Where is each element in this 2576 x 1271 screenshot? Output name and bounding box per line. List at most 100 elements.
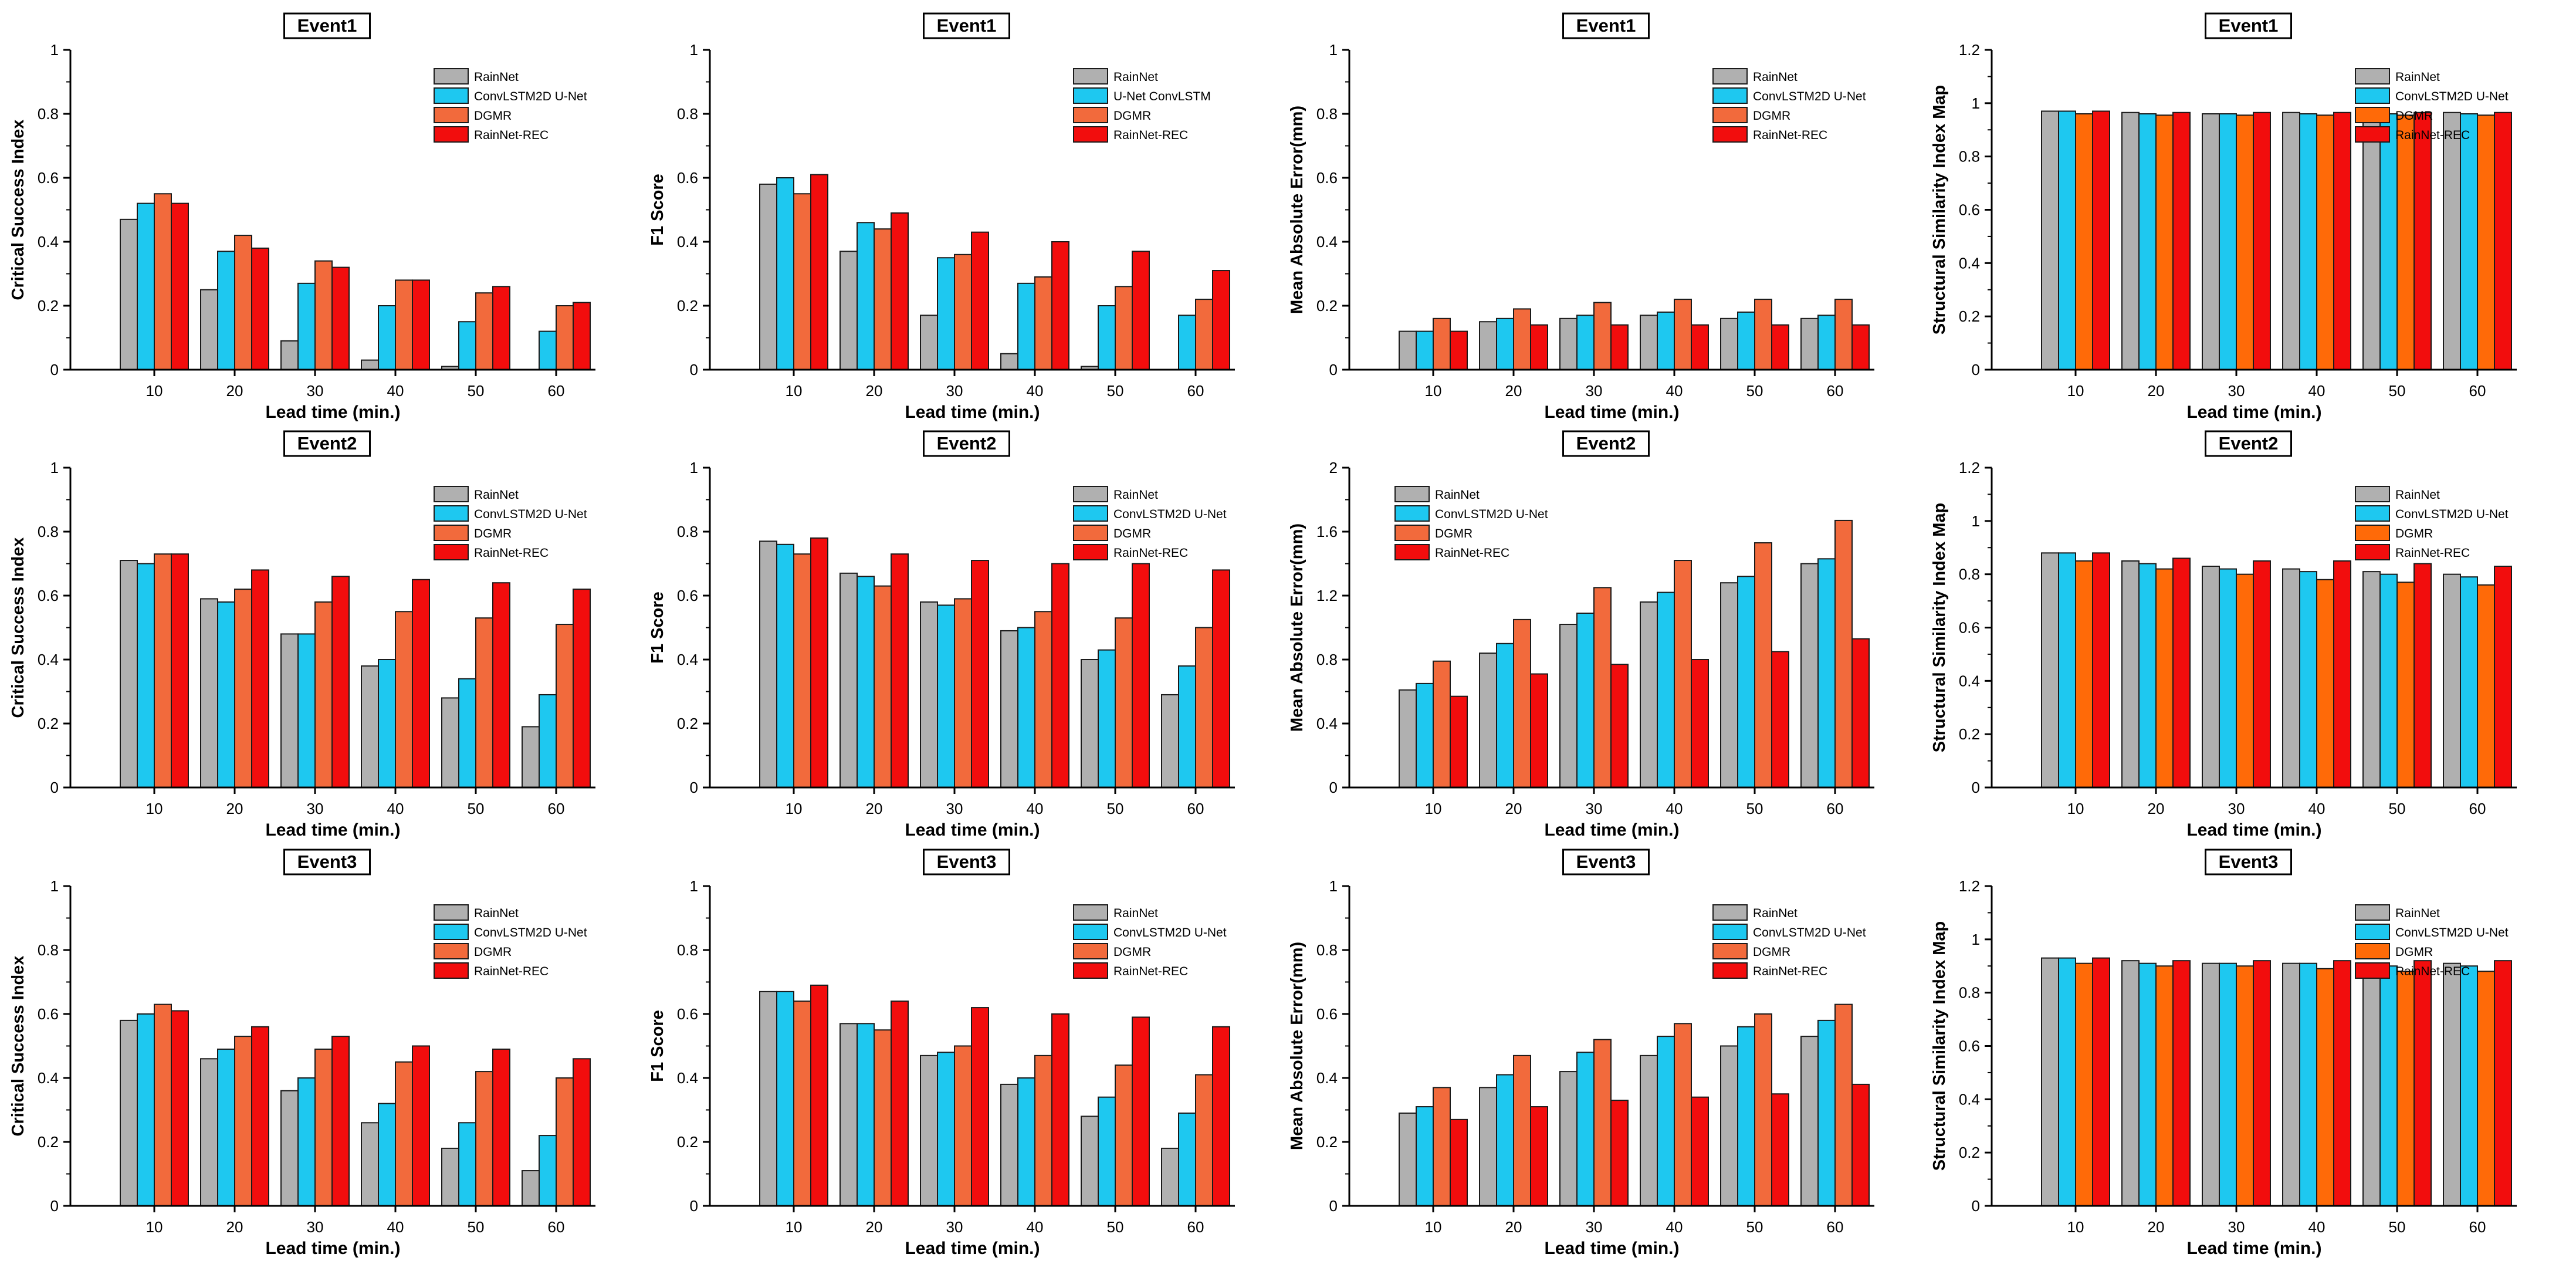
bar-rainnet-rec-10 <box>1450 695 1468 789</box>
legend-swatch <box>1073 68 1108 84</box>
x-tick-label: 30 <box>946 800 963 817</box>
bar-convlstm2d-u-net-40 <box>1657 591 1675 788</box>
bar-dgmr-40 <box>1034 1054 1052 1206</box>
x-tick-label: 60 <box>1187 382 1204 400</box>
chart-panel-3: Event1 0 0.2 0.4 0.6 0.8 1 10 20 30 40 50 60 Lead tim… <box>1288 12 1874 422</box>
bar-rainnet-20 <box>1479 321 1497 370</box>
x-tick-label: 20 <box>866 800 883 817</box>
bar-rainnet-rec-20 <box>251 247 269 370</box>
legend-swatch <box>2355 943 2390 959</box>
bar-rainnet-50 <box>2362 571 2381 788</box>
bar-rainnet-60 <box>1161 1147 1179 1207</box>
legend-label: RainNet-REC <box>1113 129 1188 142</box>
x-tick-label: 30 <box>2228 1218 2245 1236</box>
bar-dgmr-30 <box>314 260 333 371</box>
bar-convlstm2d-u-net-20 <box>1496 643 1514 788</box>
bar-rainnet-40 <box>2282 568 2300 788</box>
bar-rainnet-rec-30 <box>331 266 350 370</box>
bar-rainnet-rec-60 <box>2494 566 2512 789</box>
x-tick-label: 40 <box>387 382 404 400</box>
y-axis-label: Critical Success Index <box>9 956 28 1137</box>
bar-dgmr-30 <box>2236 573 2254 789</box>
bar-rainnet-10 <box>2041 957 2059 1206</box>
y-tick-label: 0.8 <box>677 523 698 540</box>
bar-rainnet-rec-50 <box>1132 251 1150 370</box>
bar-convlstm2d-u-net-30 <box>2219 113 2237 370</box>
bar-convlstm2d-u-net-30 <box>2219 568 2237 788</box>
x-tick-label: 40 <box>1027 1218 1044 1236</box>
chart-panel-8: Event2 0 0.2 0.4 0.6 0.8 1 1.2 10 20 30 40 50 60 Lead … <box>1930 430 2517 840</box>
bar-rainnet-rec-50 <box>2413 111 2432 371</box>
x-tick-label: 10 <box>146 382 163 400</box>
bar-rainnet-50 <box>1720 317 1738 370</box>
bar-dgmr-40 <box>1674 560 1692 788</box>
y-tick-label: 1 <box>50 877 59 895</box>
bar-dgmr-40 <box>1674 299 1692 371</box>
bar-dgmr-10 <box>1433 317 1451 370</box>
bar-rainnet-50 <box>441 1147 459 1207</box>
x-tick-label: 50 <box>1107 1218 1124 1236</box>
legend-label: ConvLSTM2D U-Net <box>474 926 587 939</box>
bar-convlstm2d-u-net-50 <box>1737 1026 1755 1207</box>
legend-swatch <box>1073 126 1108 143</box>
bar-rainnet-10 <box>1399 330 1417 370</box>
bar-convlstm2d-u-net-60 <box>539 1135 557 1206</box>
y-tick-label: 1.6 <box>1316 523 1338 540</box>
bar-rainnet-10 <box>759 183 777 370</box>
x-axis-label: Lead time (min.) <box>265 820 400 840</box>
bar-convlstm2d-u-net-60 <box>1817 558 1836 788</box>
y-tick-label: 0.8 <box>1959 984 1980 1002</box>
bar-dgmr-20 <box>874 228 892 371</box>
bar-convlstm2d-u-net-50 <box>1098 649 1116 789</box>
bar-convlstm2d-u-net-20 <box>857 576 875 788</box>
bar-dgmr-40 <box>395 1061 413 1206</box>
bar-convlstm2d-u-net-40 <box>2299 962 2317 1207</box>
legend-swatch <box>2355 486 2390 502</box>
x-tick-label: 40 <box>1027 382 1044 400</box>
y-tick-label: 0.6 <box>1959 1037 1980 1055</box>
bar-dgmr-60 <box>1195 1074 1213 1207</box>
bar-dgmr-50 <box>1754 542 1772 788</box>
bar-rainnet-rec-20 <box>2172 960 2191 1206</box>
bar-convlstm2d-u-net-40 <box>2299 571 2317 788</box>
bar-rainnet-20 <box>200 598 218 788</box>
chart-panel-7: Event2 0 0.4 0.8 1.2 1.6 2 10 20 30 40 50 60 Lead tim… <box>1288 430 1874 840</box>
legend-label: ConvLSTM2D U-Net <box>1753 90 1866 103</box>
bar-rainnet-30 <box>2202 962 2220 1207</box>
legend-swatch <box>1394 505 1430 522</box>
bar-u-net-convlstm-10 <box>776 177 794 370</box>
bar-rainnet-40 <box>361 665 379 789</box>
legend-swatch <box>2355 505 2390 522</box>
bar-u-net-convlstm-40 <box>1017 282 1035 370</box>
bar-rainnet-rec-20 <box>891 553 909 789</box>
panel-title-box <box>923 430 1010 457</box>
bar-dgmr-20 <box>234 235 252 370</box>
bar-convlstm2d-u-net-10 <box>776 991 794 1206</box>
y-tick-label: 0.8 <box>1316 105 1338 123</box>
bar-rainnet-rec-30 <box>2253 960 2271 1206</box>
bar-rainnet-60 <box>2443 573 2461 789</box>
y-axis-label: Critical Success Index <box>9 120 28 300</box>
bar-rainnet-30 <box>1559 624 1578 789</box>
legend-label: ConvLSTM2D U-Net <box>1753 926 1866 939</box>
bar-rainnet-rec-30 <box>1610 1100 1629 1207</box>
y-tick-label: 1.2 <box>1316 587 1338 604</box>
bar-convlstm2d-u-net-20 <box>1496 1074 1514 1207</box>
y-tick-label: 1 <box>690 459 698 476</box>
legend-swatch <box>1073 87 1108 104</box>
bar-convlstm2d-u-net-40 <box>378 305 396 370</box>
x-tick-label: 20 <box>226 800 243 817</box>
bar-rainnet-20 <box>2121 111 2140 371</box>
bar-dgmr-40 <box>395 611 413 788</box>
bar-convlstm2d-u-net-60 <box>1817 315 1836 370</box>
y-tick-label: 0.8 <box>1959 566 1980 583</box>
x-tick-label: 10 <box>2067 1218 2084 1236</box>
bar-rainnet-60 <box>1800 317 1819 370</box>
y-tick-label: 0.8 <box>677 105 698 123</box>
legend-swatch <box>2355 107 2390 123</box>
panel-title: Event3 <box>2219 851 2279 872</box>
legend-swatch <box>434 68 469 84</box>
legend-swatch <box>1712 904 1748 921</box>
legend-swatch <box>1073 525 1108 541</box>
y-tick-label: 0.6 <box>38 1005 59 1023</box>
